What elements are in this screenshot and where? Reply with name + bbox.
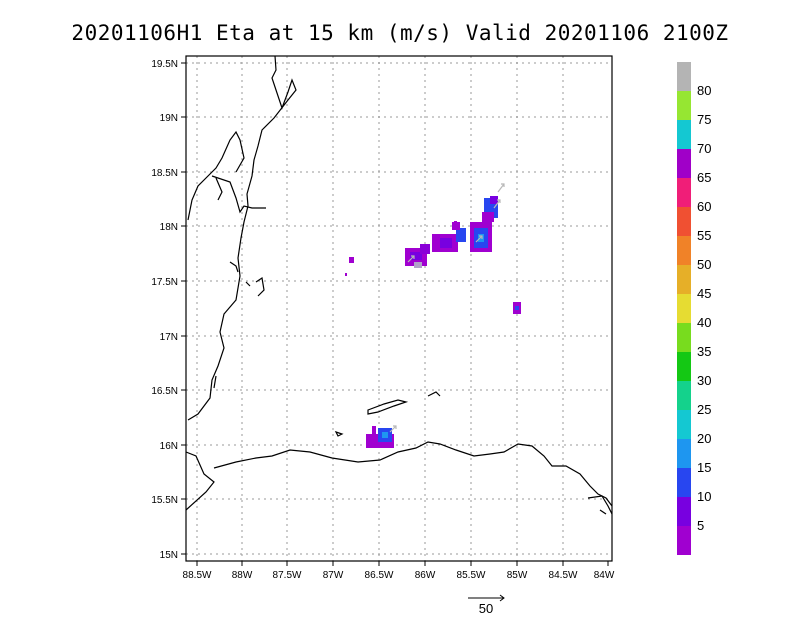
lon-tick-label: 87W: [323, 570, 344, 581]
colorbar-label: 60: [697, 199, 711, 214]
vector-key-label: 50: [479, 601, 493, 616]
colorbar-label: 15: [697, 460, 711, 475]
lon-tick-label: 84W: [594, 570, 615, 581]
colorbar-label: 45: [697, 286, 711, 301]
colorbar-swatch: [677, 120, 691, 149]
colorbar-label: 70: [697, 141, 711, 156]
colorbar-swatch: [677, 468, 691, 497]
lon-tick-label: 87.5W: [273, 570, 302, 581]
colorbar-swatch: [677, 91, 691, 120]
colorbar-label: 55: [697, 228, 711, 243]
grid-lines: [186, 56, 612, 561]
colorbar-label: 10: [697, 489, 711, 504]
colorbar-swatch: [677, 410, 691, 439]
lat-tick-label: 18.5N: [151, 168, 178, 179]
colorbar: 80 75 70 65 60 55 50 45 40 35 30 25 20 15 10 5: [677, 62, 711, 555]
lon-tick-label: 88W: [232, 570, 253, 581]
lon-tick-label: 85.5W: [457, 570, 486, 581]
lon-tick-label: 85W: [507, 570, 528, 581]
colorbar-label: 50: [697, 257, 711, 272]
colorbar-label: 35: [697, 344, 711, 359]
wind-vectors: [389, 183, 505, 433]
colorbar-swatch: [677, 149, 691, 178]
colorbar-label: 30: [697, 373, 711, 388]
lat-tick-label: 17N: [160, 332, 178, 343]
coastline: [185, 55, 613, 515]
colorbar-swatch: [677, 497, 691, 526]
lat-tick-label: 18N: [160, 222, 178, 233]
lat-tick-label: 15N: [160, 550, 178, 561]
lat-tick-label: 15.5N: [151, 495, 178, 506]
vector-key: 50: [468, 594, 505, 616]
colorbar-label: 5: [697, 518, 704, 533]
lat-tick-label: 16N: [160, 441, 178, 452]
lon-tick-label: 84.5W: [549, 570, 578, 581]
lon-tick-label: 88.5W: [183, 570, 212, 581]
colorbar-swatch: [677, 178, 691, 207]
cluster-middle: [432, 222, 466, 252]
map-background: [186, 56, 612, 561]
lat-axis: 19.5N 19N 18.5N 18N 17.5N 17N 16.5N 16N …: [151, 59, 186, 561]
map-panel: [185, 55, 613, 562]
colorbar-label: 25: [697, 402, 711, 417]
cluster-small: [345, 221, 521, 314]
colorbar-label: 40: [697, 315, 711, 330]
colorbar-swatch: [677, 294, 691, 323]
colorbar-label: 80: [697, 83, 711, 98]
colorbar-swatch: [677, 323, 691, 352]
wind-shading: [345, 196, 521, 448]
colorbar-swatch: [677, 526, 691, 555]
colorbar-swatch: [677, 381, 691, 410]
lat-tick-label: 17.5N: [151, 277, 178, 288]
colorbar-label: 75: [697, 112, 711, 127]
lon-tick-label: 86W: [415, 570, 436, 581]
lon-axis: 88.5W 88W 87.5W 87W 86.5W 86W 85.5W 85W …: [183, 561, 615, 581]
colorbar-swatch: [677, 207, 691, 236]
cluster-west: [405, 244, 430, 268]
colorbar-label: 20: [697, 431, 711, 446]
colorbar-label: 65: [697, 170, 711, 185]
lat-tick-label: 16.5N: [151, 386, 178, 397]
colorbar-swatch: [677, 62, 691, 91]
figure-title: 20201106H1 Eta at 15 km (m/s) Valid 2020…: [71, 21, 728, 45]
colorbar-swatch: [677, 236, 691, 265]
lon-tick-label: 86.5W: [365, 570, 394, 581]
map-border: [185, 55, 613, 562]
lat-tick-label: 19.5N: [151, 59, 178, 70]
colorbar-swatch: [677, 352, 691, 381]
colorbar-swatch: [677, 439, 691, 468]
colorbar-swatch: [677, 265, 691, 294]
lat-tick-label: 19N: [160, 113, 178, 124]
cluster-south: [366, 426, 394, 448]
